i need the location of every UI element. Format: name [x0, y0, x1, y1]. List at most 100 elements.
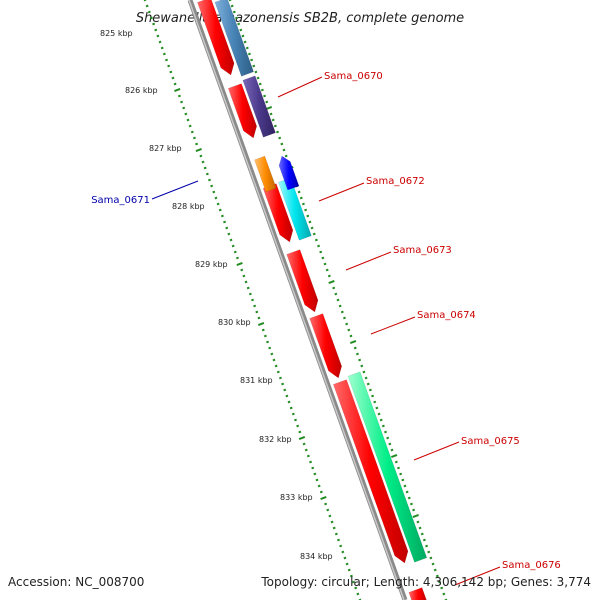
gene-label-sama-0671[interactable]: Sama_0671: [91, 195, 150, 206]
cds-block-sama-0673[interactable]: [286, 249, 319, 313]
cds-block-sama-0676[interactable]: [408, 587, 428, 600]
minor-tick: [299, 196, 303, 200]
gene-label-sama-0676[interactable]: Sama_0676: [502, 560, 561, 571]
minor-tick: [167, 64, 171, 68]
cds-block-sama-0674[interactable]: [309, 313, 342, 379]
minor-tick: [352, 580, 356, 584]
cds-block-sama-0669[interactable]: [197, 0, 235, 76]
minor-tick: [235, 16, 238, 20]
minor-tick: [195, 142, 199, 146]
minor-tick: [160, 46, 164, 50]
minor-tick: [243, 40, 247, 44]
cds-block-sama-0670[interactable]: [227, 83, 257, 139]
minor-tick: [186, 118, 190, 122]
genome-backbone-highlight: [188, 0, 405, 600]
minor-tick: [145, 4, 149, 8]
minor-tick: [394, 460, 398, 464]
minor-tick: [312, 232, 316, 236]
minor-tick: [261, 328, 265, 332]
minor-tick: [317, 484, 321, 488]
minor-tick: [304, 448, 308, 452]
minor-tick: [158, 40, 162, 44]
minor-tick: [328, 514, 332, 518]
major-tick: [298, 436, 306, 440]
minor-tick: [212, 190, 216, 194]
minor-tick: [205, 172, 209, 176]
leader-line-sama-0676: [454, 566, 501, 586]
kbp-label: 831 kbp: [240, 376, 273, 385]
minor-tick: [296, 424, 300, 428]
minor-tick: [192, 136, 196, 140]
minor-tick: [229, 238, 233, 242]
kbp-label: 829 kbp: [195, 260, 228, 269]
minor-tick: [399, 472, 403, 476]
leader-line-sama-0672: [318, 182, 365, 202]
minor-tick: [244, 280, 248, 284]
minor-tick: [427, 550, 431, 554]
gene-leader-lines: [151, 76, 501, 586]
minor-tick: [254, 70, 258, 74]
minor-tick: [422, 538, 426, 542]
minor-tick: [306, 454, 310, 458]
cog-block-cyan[interactable]: [278, 177, 312, 241]
minor-tick: [429, 556, 433, 560]
minor-tick: [272, 358, 276, 362]
minor-tick: [397, 466, 400, 470]
minor-tick: [180, 100, 184, 104]
inner-tick-ring: [143, 0, 362, 600]
cds-block-sama-0671[interactable]: [278, 155, 300, 191]
cog-block-purple[interactable]: [242, 75, 276, 138]
major-tick: [320, 496, 327, 500]
minor-tick: [246, 286, 250, 290]
minor-tick: [173, 82, 177, 86]
major-tick: [390, 454, 398, 458]
minor-tick: [390, 448, 394, 452]
gene-label-sama-0675[interactable]: Sama_0675: [461, 436, 520, 447]
minor-tick: [255, 310, 259, 314]
minor-tick: [271, 118, 275, 122]
minor-tick: [375, 406, 379, 410]
cog-block-orange[interactable]: [254, 155, 277, 193]
minor-tick: [306, 214, 310, 218]
minor-tick: [373, 400, 377, 404]
minor-tick: [314, 238, 318, 242]
gene-label-sama-0670[interactable]: Sama_0670: [324, 71, 383, 82]
minor-tick: [294, 418, 297, 422]
gene-label-sama-0673[interactable]: Sama_0673: [393, 245, 452, 256]
minor-tick: [381, 424, 385, 428]
minor-tick: [184, 112, 188, 116]
feature-track: [197, 0, 428, 600]
minor-tick: [368, 388, 372, 392]
gene-label-sama-0672[interactable]: Sama_0672: [366, 176, 425, 187]
minor-tick: [253, 304, 257, 308]
minor-tick: [343, 556, 347, 560]
map-title: Shewanella amazonensis SB2B, complete ge…: [136, 11, 464, 26]
minor-tick: [182, 106, 186, 110]
cog-block-steelblue[interactable]: [214, 0, 254, 77]
minor-tick: [409, 502, 413, 506]
minor-tick: [274, 364, 278, 368]
minor-tick: [268, 346, 272, 350]
cds-block-sama-0675[interactable]: [332, 379, 409, 564]
minor-tick: [208, 178, 211, 182]
minor-tick: [265, 100, 269, 104]
minor-tick: [251, 298, 254, 302]
minor-tick: [313, 472, 317, 476]
minor-tick: [340, 310, 344, 314]
cog-block-spring[interactable]: [347, 371, 428, 563]
major-tick: [265, 106, 273, 110]
minor-tick: [420, 532, 424, 536]
minor-tick: [203, 166, 207, 170]
minor-tick: [263, 334, 267, 338]
gene-label-sama-0674[interactable]: Sama_0674: [417, 310, 476, 321]
minor-tick: [165, 58, 168, 62]
leader-line-sama-0673: [345, 251, 392, 271]
minor-tick: [308, 220, 312, 224]
minor-tick: [162, 52, 166, 56]
leader-line-sama-0671: [151, 180, 199, 200]
minor-tick: [241, 34, 245, 38]
minor-tick: [388, 442, 392, 446]
major-tick: [174, 88, 181, 92]
kbp-label: 833 kbp: [280, 493, 313, 502]
